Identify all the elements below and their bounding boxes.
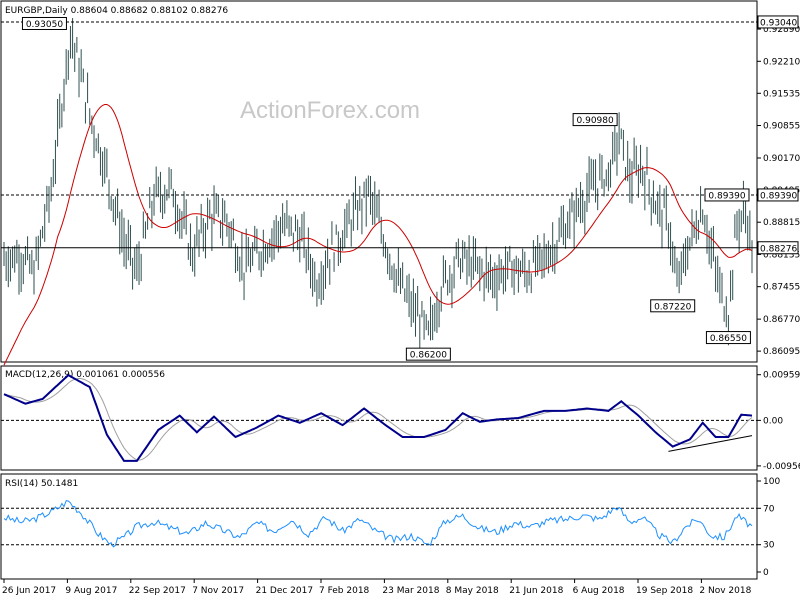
price-tick-label: 0.86095 — [763, 347, 800, 357]
annotation-box — [405, 347, 451, 361]
price-tick-label: 0.92890 — [763, 25, 800, 35]
annotation-box — [705, 331, 751, 345]
macd-tick-label: 0.009593 — [763, 371, 800, 381]
macd-tick-label: -0.009562 — [763, 462, 800, 472]
rsi-line — [3, 500, 753, 548]
date-tick-label: 21 Dec 2017 — [256, 586, 314, 596]
date-tick-label: 6 Aug 2018 — [573, 586, 625, 596]
level-axis-box — [757, 241, 799, 255]
date-tick-label: 22 Sep 2017 — [129, 586, 186, 596]
price-tick-label: 0.90170 — [763, 154, 800, 164]
macd-panel-title: MACD(12,26,9) 0.001061 0.000556 — [5, 370, 165, 380]
date-tick-label: 7 Nov 2017 — [192, 586, 244, 596]
level-axis-box — [757, 188, 799, 202]
price-tick-label: 0.88815 — [763, 218, 800, 228]
rsi-tick-label: 30 — [763, 541, 775, 551]
price-layer: 0.93050 0.90980 0.89390 0.87220 0.86200 0.865… — [1, 16, 757, 366]
rsi-layer — [1, 500, 757, 548]
macd-main-line — [3, 373, 753, 462]
macd-axis-ticks: 0.009593 0.00 -0.009562 — [757, 371, 800, 472]
watermark-text: ActionForex.com — [240, 97, 420, 124]
annotation-box — [21, 16, 67, 30]
price-tick-label: 0.86770 — [763, 315, 800, 325]
level-axis-label: 0.93040 — [760, 18, 797, 28]
rsi-tick-label: 100 — [763, 477, 780, 487]
rsi-panel-title: RSI(14) 50.1481 — [5, 479, 78, 489]
date-tick-label: 19 Sep 2018 — [636, 586, 693, 596]
price-tick-label: 0.91535 — [763, 89, 800, 99]
rsi-panel-frame — [0, 473, 758, 580]
price-tick-label: 0.90855 — [763, 122, 800, 132]
date-tick-label: 9 Aug 2017 — [65, 586, 117, 596]
annotation-box — [704, 188, 750, 202]
rsi-axis-ticks: 100 70 30 0 — [757, 477, 780, 578]
annotation-box — [650, 299, 696, 313]
annotation-box — [572, 113, 618, 127]
annotation-label: 0.86550 — [710, 334, 747, 344]
date-tick-label: 23 Mar 2018 — [382, 586, 439, 596]
price-tick-label: 0.88135 — [763, 250, 800, 260]
level-axis-label: 0.89390 — [760, 191, 797, 201]
macd-trendline — [668, 435, 753, 452]
price-tick-label: 0.92210 — [763, 57, 800, 67]
date-tick-label: 8 May 2018 — [446, 586, 499, 596]
price-panel-frame — [0, 0, 758, 363]
date-tick-label: 2 Nov 2018 — [699, 586, 751, 596]
date-tick-label: 26 Jun 2017 — [2, 586, 56, 596]
price-panel-title: EURGBP,Daily 0.88604 0.88682 0.88102 0.8… — [5, 6, 228, 16]
level-axis-box — [757, 15, 799, 29]
price-tick-label: 0.87455 — [763, 283, 800, 293]
macd-layer — [1, 373, 757, 462]
macd-tick-label: 0.00 — [763, 416, 783, 426]
date-tick-label: 21 Jun 2018 — [509, 586, 563, 596]
moving-average-line — [3, 104, 753, 366]
annotation-label: 0.86200 — [410, 351, 447, 361]
date-tick-label: 7 Feb 2018 — [319, 586, 370, 596]
macd-panel-frame — [0, 365, 758, 471]
level-axis-label: 0.88276 — [760, 244, 797, 254]
annotation-label: 0.90980 — [577, 116, 614, 126]
price-axis-ticks: 0.928900.922100.915350.908550.901700.894… — [757, 15, 800, 357]
rsi-tick-label: 0 — [763, 568, 769, 578]
rsi-tick-label: 70 — [763, 504, 775, 514]
annotation-label: 0.93050 — [26, 20, 63, 30]
annotation-label: 0.89390 — [708, 191, 745, 201]
date-axis-ticks: 26 Jun 2017 9 Aug 2017 22 Sep 2017 7 Nov 20… — [2, 579, 752, 596]
annotation-label: 0.87220 — [654, 302, 691, 312]
